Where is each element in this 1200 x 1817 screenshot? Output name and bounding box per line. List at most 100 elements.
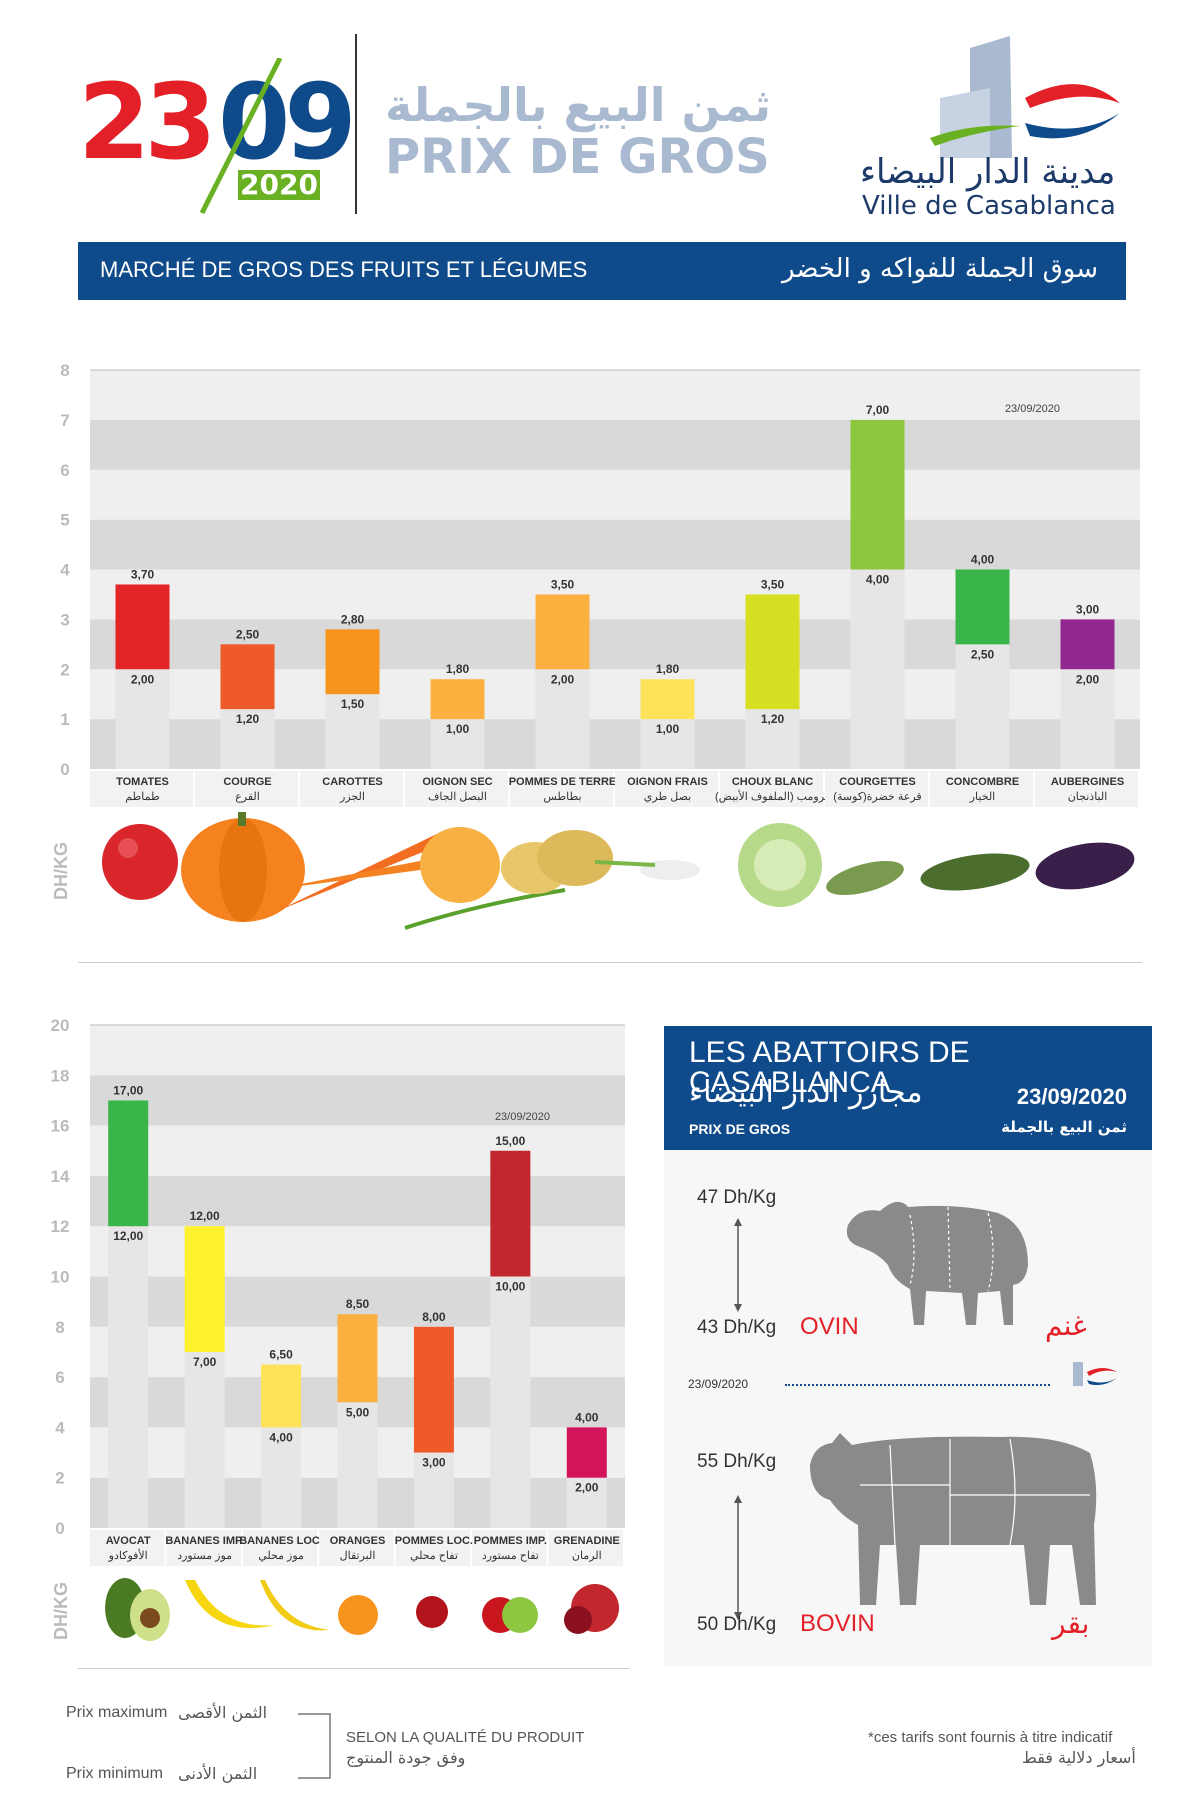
header-title-fr: PRIX DE GROS xyxy=(385,129,770,185)
category-label-fr: COURGETTES xyxy=(839,776,915,788)
category-label-fr: CONCOMBRE xyxy=(946,776,1019,788)
note-ar: أسعار دلالية فقط xyxy=(1022,1748,1136,1767)
bovin-range-arrow xyxy=(734,1495,742,1620)
category-label-fr: TOMATES xyxy=(116,776,169,788)
carrot-icon xyxy=(270,830,445,912)
header-divider xyxy=(355,34,357,214)
category-label-bg xyxy=(195,771,298,807)
bar-min-label: 5,00 xyxy=(346,1405,370,1419)
category-label-fr: POMMES IMP. xyxy=(474,1535,547,1547)
y-tick-label: 8 xyxy=(55,1318,64,1337)
grid-band xyxy=(90,519,1140,570)
category-label-fr: CHOUX BLANC xyxy=(732,776,813,788)
bar-range xyxy=(413,1326,454,1453)
bar-base xyxy=(337,1402,378,1528)
bar-base xyxy=(325,694,380,769)
apple-icon xyxy=(416,1596,538,1633)
bar-range xyxy=(640,679,695,720)
category-label-ar: موز محلي xyxy=(258,1550,304,1562)
date-day: 23 xyxy=(78,61,217,183)
y-tick-label: 6 xyxy=(60,461,69,480)
category-label-fr: AVOCAT xyxy=(106,1535,151,1547)
bar-base xyxy=(640,719,695,769)
avocado-icon xyxy=(105,1578,170,1641)
category-label-ar: الخيار xyxy=(969,791,996,803)
y-tick-label: 2 xyxy=(60,660,69,679)
abattoirs-date: 23/09/2020 xyxy=(1016,1084,1127,1109)
category-label-bg xyxy=(395,1530,471,1566)
category-label-ar: البرتقال xyxy=(340,1550,376,1562)
fruits-illustration xyxy=(105,1578,619,1641)
bar-min-label: 2,00 xyxy=(131,672,155,686)
category-label-ar: بصل طري xyxy=(644,791,691,803)
category-label-bg xyxy=(166,1530,241,1566)
abattoirs-subtitle-ar: ثمن البيع بالجملة xyxy=(1001,1118,1127,1136)
category-label-fr: ORANGES xyxy=(330,1535,386,1547)
legend-max-ar: الثمن الأقصى xyxy=(178,1703,268,1722)
legend-quality-ar: وفق جودة المنتوج xyxy=(346,1748,466,1767)
bar-base xyxy=(566,1477,607,1528)
category-label-ar: البصل الجاف xyxy=(428,791,487,803)
vegetables-y-axis-label: DH/KG xyxy=(51,842,71,900)
category-label-ar: الباذنجان xyxy=(1068,791,1108,803)
bar-base xyxy=(955,644,1010,769)
category-label-ar: كرومب (الملفوف الأبيض) xyxy=(715,789,831,803)
bar-min-label: 1,50 xyxy=(341,697,365,711)
category-label-bg xyxy=(472,1530,547,1566)
bar-max-label: 6,50 xyxy=(269,1348,293,1362)
chart-date: 23/09/2020 xyxy=(495,1111,550,1123)
date-year: 2020 xyxy=(238,170,320,200)
category-label-fr: COURGE xyxy=(223,776,271,788)
tomato-icon xyxy=(102,824,178,900)
bar-min-label: 1,00 xyxy=(446,722,470,736)
ovin-min-price: 43 Dh/Kg xyxy=(697,1317,777,1338)
bar-range xyxy=(850,419,905,570)
y-tick-label: 14 xyxy=(51,1167,70,1186)
bar-range xyxy=(220,644,275,710)
bar-range xyxy=(1060,619,1115,670)
grid-band xyxy=(90,1226,625,1277)
bar-base xyxy=(745,709,800,769)
bar-max-label: 2,50 xyxy=(236,627,260,641)
y-tick-label: 6 xyxy=(55,1368,64,1387)
abattoirs-subtitle-fr: PRIX DE GROS xyxy=(689,1121,791,1137)
category-label-ar: تفاح محلي xyxy=(410,1550,458,1562)
legend-quality-fr: SELON LA QUALITÉ DU PRODUIT xyxy=(346,1729,585,1746)
city-name-ar: مدينة الدار البيضاء xyxy=(860,152,1116,192)
legend-max-fr: Prix maximum xyxy=(66,1704,168,1721)
bar-min-label: 12,00 xyxy=(113,1229,143,1243)
grid-band xyxy=(90,1175,625,1227)
abattoirs-title-ar: مجازر الدار البيضاء xyxy=(689,1075,923,1110)
date-logo: 23 09 2020 xyxy=(78,58,357,220)
bar-range xyxy=(115,584,170,670)
bar-max-label: 4,00 xyxy=(575,1410,599,1424)
y-tick-label: 10 xyxy=(51,1268,70,1287)
category-label-bg xyxy=(300,771,403,807)
banana-icon xyxy=(185,1580,330,1631)
bar-min-label: 7,00 xyxy=(193,1355,217,1369)
bar-min-label: 1,00 xyxy=(656,722,680,736)
pomegranate-icon xyxy=(564,1584,619,1634)
bar-max-label: 1,80 xyxy=(446,662,470,676)
ovin-max-price: 47 Dh/Kg xyxy=(697,1187,777,1208)
bar-base xyxy=(430,719,485,769)
category-label-fr: OIGNON SEC xyxy=(422,776,492,788)
y-tick-label: 1 xyxy=(60,710,69,729)
category-label-bg xyxy=(615,771,718,807)
bar-max-label: 8,00 xyxy=(422,1310,446,1324)
bar-max-label: 8,50 xyxy=(346,1297,370,1311)
bovin-min-price: 50 Dh/Kg xyxy=(697,1614,777,1635)
y-tick-label: 8 xyxy=(60,361,69,380)
bar-base xyxy=(261,1427,302,1528)
y-tick-label: 12 xyxy=(51,1217,70,1236)
orange-icon xyxy=(338,1595,378,1635)
bar-max-label: 3,00 xyxy=(1076,602,1100,616)
bovin-label-ar: بقر xyxy=(1052,1607,1090,1640)
legend-bracket xyxy=(298,1713,331,1779)
category-label-bg xyxy=(319,1530,394,1566)
bar-min-label: 2,00 xyxy=(551,672,575,686)
y-tick-label: 2 xyxy=(55,1469,64,1488)
bar-max-label: 3,50 xyxy=(551,577,575,591)
bar-base xyxy=(108,1226,149,1528)
abattoirs-divider-date: 23/09/2020 xyxy=(688,1377,749,1391)
